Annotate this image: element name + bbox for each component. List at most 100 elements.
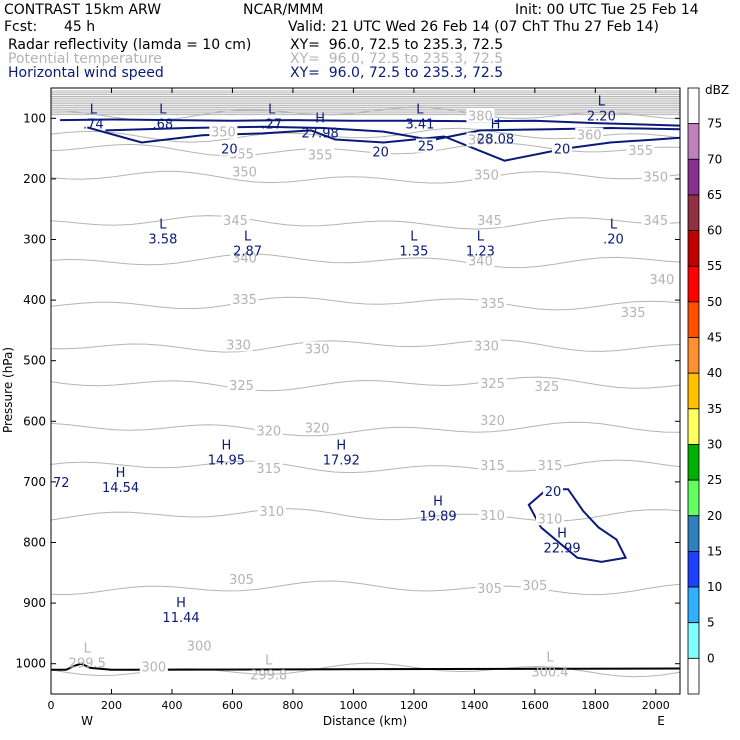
theta-contour-360 xyxy=(50,127,681,143)
theta-label: 335 xyxy=(480,297,505,312)
theta-contour-350 xyxy=(50,170,681,184)
extremum-value: 300.4 xyxy=(531,666,568,681)
theta-label-bg xyxy=(478,376,507,391)
x-tick-label: 0 xyxy=(48,699,55,712)
theta-label: 330 xyxy=(474,340,499,355)
theta-label: 355 xyxy=(308,149,333,164)
colorbar-level-label: 10 xyxy=(707,580,722,594)
extremum-value: 1.35 xyxy=(399,245,428,260)
theta-label-bg xyxy=(466,132,495,147)
theta-label: 305 xyxy=(522,579,547,594)
theta-label: 315 xyxy=(256,462,281,477)
theta-label-bg xyxy=(209,124,238,139)
field-name-theta: Potential temperature xyxy=(8,51,162,67)
colorbar-swatch xyxy=(687,194,700,231)
theta-label: 360 xyxy=(468,134,493,149)
theta-contour-305 xyxy=(50,580,681,596)
wind-label: 25 xyxy=(418,140,435,155)
theta-label: 345 xyxy=(643,214,668,229)
theta-label: 325 xyxy=(480,377,505,392)
extremum-value: .20 xyxy=(603,232,624,247)
colorbar-level-label: 15 xyxy=(707,544,722,558)
extremum-value: 3.41 xyxy=(405,117,434,132)
theta-label-bg xyxy=(303,341,332,356)
x-tick-label: 1000 xyxy=(339,699,367,712)
y-tick-label: 500 xyxy=(23,354,46,368)
theta-contour-325 xyxy=(50,376,681,392)
y-tick-label: 900 xyxy=(23,596,46,610)
field-xy-theta: XY= 96.0, 72.5 to 235.3, 72.5 xyxy=(290,51,504,67)
theta-contours xyxy=(50,90,681,678)
colorbar-swatch xyxy=(687,87,700,125)
colorbar-level-label: 65 xyxy=(707,188,722,202)
theta-label-bg xyxy=(535,457,564,472)
wind-label: 20 xyxy=(545,485,562,500)
extremum-value: 28.08 xyxy=(477,132,514,147)
field-xy-wind: XY= 96.0, 72.5 to 235.3, 72.5 xyxy=(290,65,504,81)
colorbar-swatch xyxy=(687,622,700,659)
theta-label-bg xyxy=(532,379,561,394)
extremum-value: 11.44 xyxy=(162,611,199,626)
wind-label: 20 xyxy=(554,143,571,158)
wind-label: 20 xyxy=(372,146,389,161)
theta-contour-355 xyxy=(50,142,681,157)
wind-label-bg xyxy=(542,483,563,498)
theta-label: 305 xyxy=(229,573,254,588)
theta-label: 335 xyxy=(621,306,646,321)
theta-label-bg xyxy=(641,213,670,228)
theta-label-bg xyxy=(472,167,501,182)
extremum-value: 2.20 xyxy=(587,109,616,124)
extremum-high-marker: H xyxy=(315,111,325,126)
y-tick-label: 100 xyxy=(23,111,46,125)
theta-label-bg xyxy=(306,147,335,162)
theta-label: 330 xyxy=(305,343,330,358)
colorbar-level-label: 50 xyxy=(707,295,722,309)
theta-label-bg xyxy=(575,127,604,142)
extremum-low-marker: L xyxy=(268,102,276,117)
theta-label: 360 xyxy=(577,129,602,144)
theta-label: 315 xyxy=(538,459,563,474)
x-tick-label: 2000 xyxy=(642,699,670,712)
east-endpoint: E xyxy=(657,714,665,728)
theta-label: 320 xyxy=(256,424,281,439)
theta-contour-345 xyxy=(50,215,681,230)
colorbar-swatch xyxy=(687,657,700,695)
wind-contours xyxy=(60,118,681,563)
theta-label-bg xyxy=(466,108,495,123)
extremum-low-marker: L xyxy=(546,651,554,666)
theta-contour-315 xyxy=(50,459,681,474)
theta-label-bg xyxy=(619,305,648,320)
forecast-hours: 45 h xyxy=(64,19,96,35)
extremum-low-marker: L xyxy=(265,654,273,669)
side-value-label: 72 xyxy=(53,476,70,491)
extremum-low-marker: L xyxy=(90,102,98,117)
colorbar-level-label: 75 xyxy=(707,117,722,131)
theta-label-bg xyxy=(230,164,259,179)
plot-frame xyxy=(50,87,681,695)
colorbar-swatch xyxy=(687,158,700,196)
theta-label-bg xyxy=(647,271,676,286)
y-tick-label: 600 xyxy=(23,414,46,428)
extremum-low-marker: L xyxy=(159,217,167,232)
colorbar-level-label: 20 xyxy=(707,509,722,523)
x-tick-label: 600 xyxy=(222,699,243,712)
theta-label: 345 xyxy=(223,214,248,229)
extremum-value: 3.58 xyxy=(148,232,177,247)
theta-label-bg xyxy=(475,213,504,228)
extremum-value: 299.8 xyxy=(250,669,287,684)
colorbar-level-label: 5 xyxy=(707,616,715,630)
theta-label-bg xyxy=(641,169,670,184)
y-tick-label: 200 xyxy=(23,172,46,186)
theta-label-bg xyxy=(478,457,507,472)
theta-label-bg xyxy=(254,423,283,438)
colorbar-level-label: 70 xyxy=(707,152,722,166)
colorbar-swatch xyxy=(687,372,700,410)
theta-contour-320 xyxy=(50,421,681,437)
x-tick-label: 1200 xyxy=(400,699,428,712)
x-tick-label: 1800 xyxy=(581,699,609,712)
field-name-wind: Horizontal wind speed xyxy=(8,65,164,81)
wind-label: 20 xyxy=(221,143,238,158)
theta-label: 300 xyxy=(141,661,166,676)
colorbar-level-label: 40 xyxy=(707,366,722,380)
theta-label-bg xyxy=(227,571,256,586)
